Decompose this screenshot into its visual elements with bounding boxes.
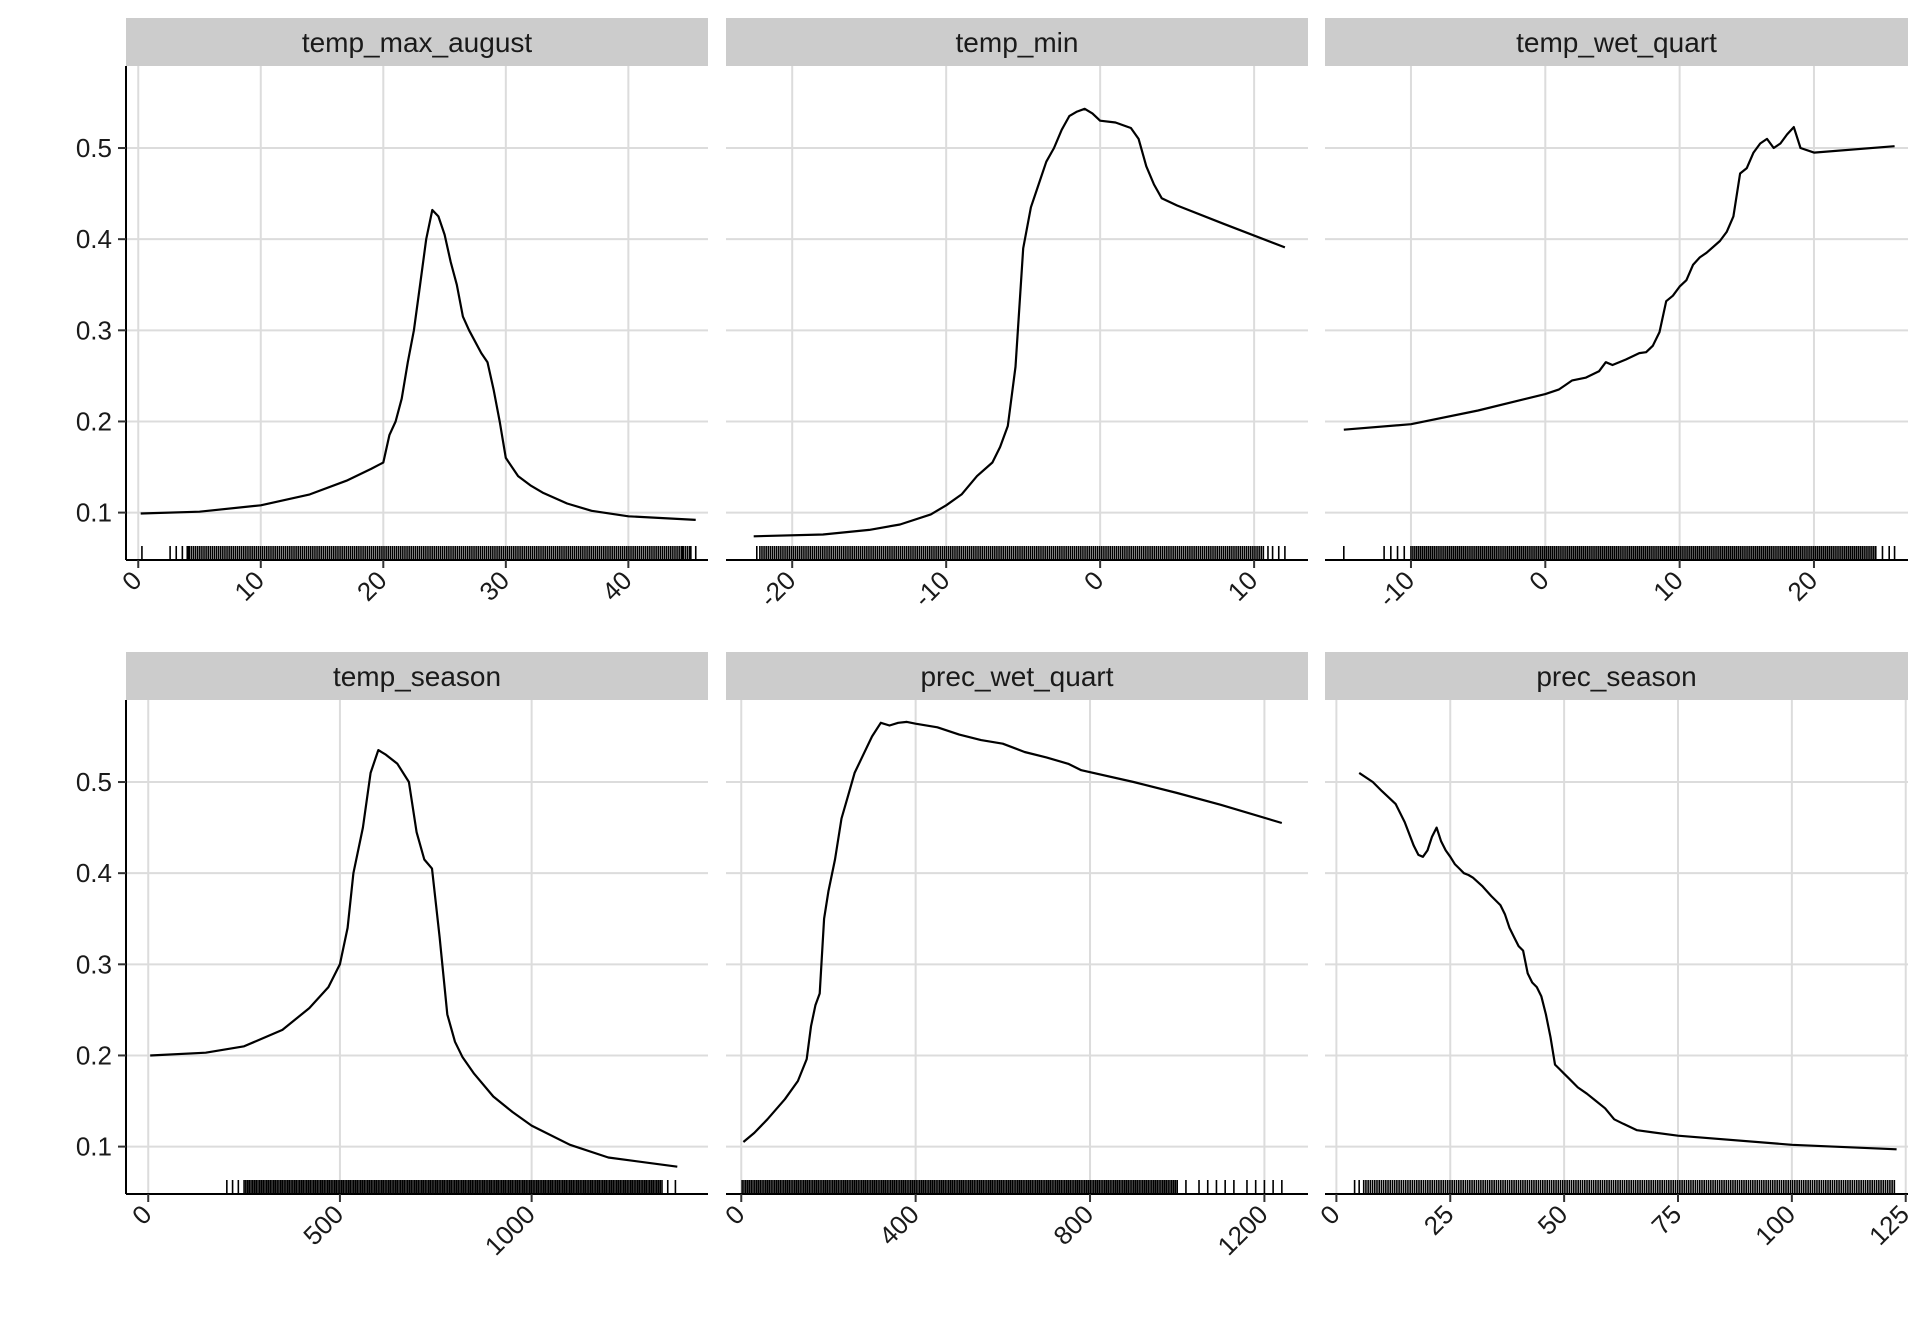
facet-strip [726, 18, 1308, 66]
facet-panel-2: temp_wet_quart-10 0 10 20 [1325, 18, 1908, 613]
facet-strip [1325, 18, 1908, 66]
facet-strip [726, 652, 1308, 700]
facet-title: prec_wet_quart [920, 661, 1113, 692]
series-line [150, 748, 678, 1168]
y-tick-label: 0.5 [76, 133, 112, 163]
facet-strip [126, 18, 708, 66]
y-tick-label: 0.5 [76, 767, 112, 797]
y-tick-label: 0.2 [76, 1040, 112, 1070]
y-tick-label: 0.1 [76, 1132, 112, 1162]
y-tick-label: 0.2 [76, 406, 112, 436]
facet-strip [126, 652, 708, 700]
rug-marks [755, 546, 1286, 560]
y-tick-label: 0.3 [76, 949, 112, 979]
facet-title: prec_season [1536, 661, 1696, 692]
facet-title: temp_wet_quart [1516, 27, 1717, 58]
series-line [140, 208, 696, 521]
rug-marks [741, 1180, 1283, 1194]
series-line [742, 720, 1283, 1143]
y-tick-label: 0.1 [76, 498, 112, 528]
rug-marks [226, 1180, 677, 1194]
rug-marks [141, 546, 697, 560]
rug-marks [1343, 546, 1896, 560]
series-line [753, 107, 1286, 538]
series-line [1343, 125, 1895, 431]
rug-marks [1353, 1180, 1896, 1194]
y-tick-label: 0.3 [76, 315, 112, 345]
y-tick-label: 0.4 [76, 224, 112, 254]
facet-title: temp_min [956, 27, 1079, 58]
series-line [1358, 771, 1897, 1151]
y-tick-label: 0.4 [76, 858, 112, 888]
facet-strip [1325, 652, 1908, 700]
facet-title: temp_season [333, 661, 501, 692]
facet-title: temp_max_august [302, 27, 533, 58]
facet-panel-1: temp_min-20 -10 0 10 [726, 18, 1308, 613]
